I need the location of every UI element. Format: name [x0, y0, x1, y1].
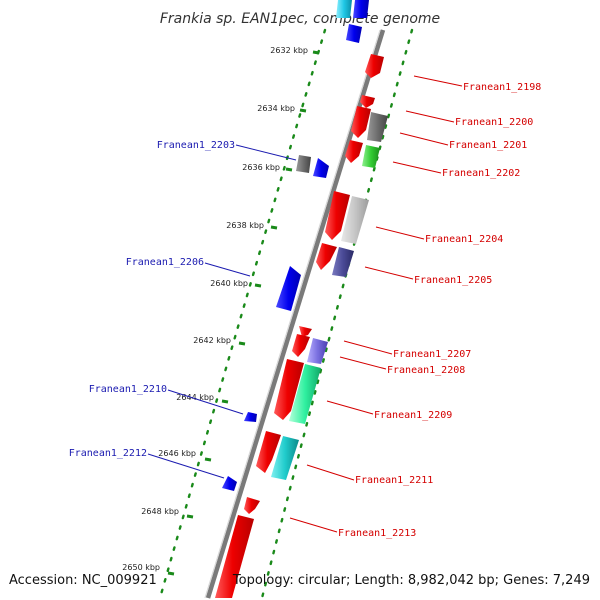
- feature-track: [260, 28, 414, 600]
- gene-label[interactable]: Franean1_2203: [157, 140, 235, 151]
- gene-feature: [362, 145, 380, 168]
- gene-feature: [274, 359, 304, 420]
- gene-feature: [353, 0, 369, 18]
- tick-label: 2650 kbp: [122, 563, 160, 572]
- tick-label: 2640 kbp: [210, 279, 248, 288]
- gene-label[interactable]: Franean1_2200: [455, 117, 533, 128]
- gene-feature: [276, 266, 301, 311]
- tick-label: 2644 kbp: [176, 393, 214, 402]
- gene-label[interactable]: Franean1_2209: [374, 410, 452, 421]
- gene-feature: [215, 515, 254, 598]
- gene-label[interactable]: Franean1_2207: [393, 349, 471, 360]
- tick-label: 2646 kbp: [158, 449, 196, 458]
- tick-label: 2632 kbp: [270, 46, 308, 55]
- gene-label[interactable]: Franean1_2206: [126, 257, 204, 268]
- accession-label: Accession: NC_009921: [9, 573, 157, 588]
- gene-feature: [345, 140, 363, 163]
- gene-label[interactable]: Franean1_2202: [442, 168, 520, 179]
- gene-label[interactable]: Franean1_2212: [69, 448, 147, 459]
- gene-label[interactable]: Franean1_2211: [355, 475, 433, 486]
- gene-feature: [365, 54, 384, 78]
- backbone-line: [205, 29, 386, 599]
- reverse-genes: [215, 54, 388, 598]
- reverse-label-lines: [289, 75, 463, 533]
- gene-label[interactable]: Franean1_2210: [89, 384, 167, 395]
- gene-label[interactable]: Franean1_2208: [387, 365, 465, 376]
- gene-label[interactable]: Franean1_2198: [463, 82, 541, 93]
- tick-label: 2634 kbp: [257, 104, 295, 113]
- gene-label[interactable]: Franean1_2205: [414, 275, 492, 286]
- tick-marks: [167, 50, 320, 576]
- tick-label: 2648 kbp: [141, 507, 179, 516]
- tick-label: 2636 kbp: [242, 163, 280, 172]
- gene-feature: [299, 326, 312, 337]
- gene-feature: [336, 0, 352, 18]
- gene-feature: [332, 247, 354, 277]
- gene-label[interactable]: Franean1_2213: [338, 528, 416, 539]
- gene-feature: [292, 334, 310, 357]
- gene-feature: [367, 112, 388, 142]
- gene-feature: [271, 436, 299, 480]
- gene-feature: [289, 364, 321, 424]
- gene-feature: [244, 412, 257, 422]
- tick-label: 2642 kbp: [193, 336, 231, 345]
- gene-label[interactable]: Franean1_2201: [449, 140, 527, 151]
- forward-genes: [222, 0, 369, 491]
- gene-feature: [346, 24, 362, 43]
- gene-label[interactable]: Franean1_2204: [425, 234, 503, 245]
- gene-feature: [307, 338, 328, 364]
- gene-feature: [360, 95, 375, 108]
- tick-label: 2638 kbp: [226, 221, 264, 230]
- gene-feature: [341, 196, 369, 244]
- gene-feature: [316, 243, 337, 270]
- genome-summary: Topology: circular; Length: 8,982,042 bp…: [232, 573, 590, 588]
- gene-feature: [313, 158, 329, 178]
- page-title: Frankia sp. EAN1pec, complete genome: [160, 11, 440, 27]
- gene-feature: [351, 106, 371, 138]
- forward-label-lines: [147, 144, 297, 479]
- gene-feature: [325, 191, 350, 240]
- gene-feature: [296, 155, 311, 173]
- gene-feature: [244, 497, 260, 514]
- gene-feature: [256, 431, 281, 473]
- gene-feature: [222, 476, 237, 491]
- tick-track: [158, 28, 327, 600]
